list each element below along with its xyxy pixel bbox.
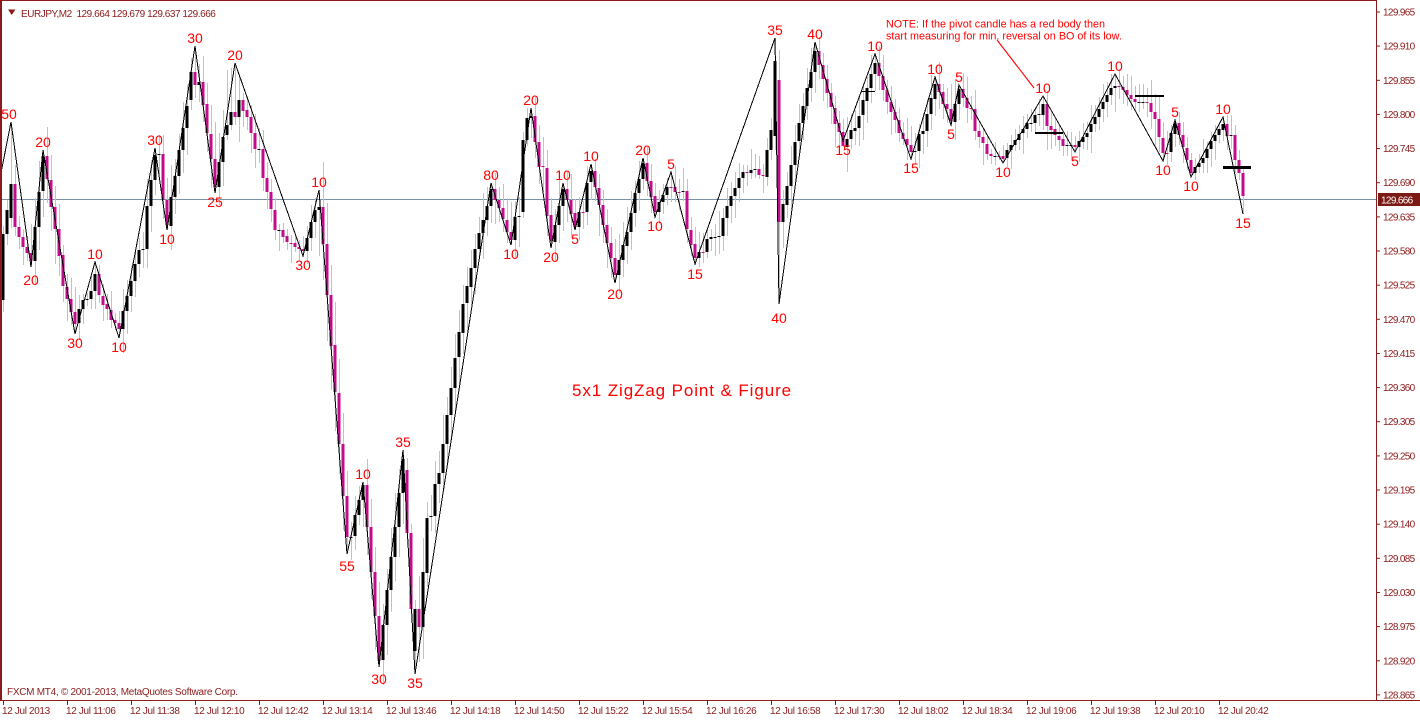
svg-text:10: 10: [927, 61, 943, 77]
svg-text:5: 5: [1171, 104, 1179, 120]
svg-text:129.525: 129.525: [1383, 281, 1416, 292]
svg-text:30: 30: [147, 132, 163, 148]
svg-text:129.195: 129.195: [1383, 486, 1416, 497]
svg-text:129.580: 129.580: [1383, 247, 1416, 258]
svg-text:35: 35: [395, 434, 411, 450]
svg-text:129.415: 129.415: [1383, 349, 1416, 360]
svg-text:10: 10: [647, 218, 663, 234]
svg-text:10: 10: [87, 246, 103, 262]
svg-text:12 Jul 11:38: 12 Jul 11:38: [130, 706, 180, 717]
svg-text:12 Jul 12:42: 12 Jul 12:42: [258, 706, 309, 717]
svg-text:5: 5: [1071, 153, 1079, 169]
svg-text:12 Jul 12:10: 12 Jul 12:10: [194, 706, 245, 717]
svg-text:12 Jul 18:02: 12 Jul 18:02: [898, 706, 949, 717]
svg-text:129.965: 129.965: [1383, 8, 1416, 19]
svg-text:12 Jul 14:18: 12 Jul 14:18: [450, 706, 501, 717]
svg-text:20: 20: [635, 142, 651, 158]
svg-text:25: 25: [207, 194, 223, 210]
svg-text:10: 10: [1107, 58, 1123, 74]
svg-text:129.910: 129.910: [1383, 42, 1416, 53]
svg-text:12 Jul 20:10: 12 Jul 20:10: [1154, 706, 1205, 717]
svg-text:129.800: 129.800: [1383, 110, 1416, 121]
svg-text:40: 40: [807, 26, 823, 42]
svg-text:30: 30: [371, 671, 387, 687]
svg-text:20: 20: [523, 92, 539, 108]
svg-text:15: 15: [1235, 215, 1251, 231]
svg-text:10: 10: [311, 174, 327, 190]
svg-text:40: 40: [771, 310, 787, 326]
svg-text:10: 10: [1183, 178, 1199, 194]
svg-text:12 Jul 19:38: 12 Jul 19:38: [1090, 706, 1141, 717]
svg-text:50: 50: [1, 106, 17, 122]
svg-text:12 Jul 15:54: 12 Jul 15:54: [642, 706, 693, 717]
svg-text:12 Jul 14:50: 12 Jul 14:50: [514, 706, 565, 717]
svg-text:129.666: 129.666: [1381, 196, 1414, 207]
svg-text:55: 55: [339, 558, 355, 574]
svg-text:20: 20: [543, 249, 559, 265]
svg-text:129.140: 129.140: [1383, 520, 1416, 531]
svg-text:12 Jul 15:22: 12 Jul 15:22: [578, 706, 629, 717]
svg-text:10: 10: [1035, 80, 1051, 96]
svg-text:35: 35: [767, 22, 783, 38]
svg-text:15: 15: [903, 160, 919, 176]
svg-text:129.470: 129.470: [1383, 315, 1416, 326]
svg-text:5: 5: [947, 126, 955, 142]
svg-text:5: 5: [955, 69, 963, 85]
svg-text:12 Jul 18:34: 12 Jul 18:34: [962, 706, 1013, 717]
svg-text:10: 10: [555, 167, 571, 183]
svg-text:5: 5: [667, 156, 675, 172]
svg-text:20: 20: [23, 272, 39, 288]
svg-text:129.360: 129.360: [1383, 383, 1416, 394]
svg-text:35: 35: [407, 675, 423, 691]
svg-text:10: 10: [995, 164, 1011, 180]
svg-text:NOTE: If the pivot candle has: NOTE: If the pivot candle has a red body…: [886, 19, 1105, 31]
svg-text:12 Jul 2013: 12 Jul 2013: [2, 706, 51, 717]
svg-text:128.975: 128.975: [1383, 622, 1416, 633]
svg-text:start measuring for min. rever: start measuring for min. reversal on BO …: [886, 31, 1122, 43]
svg-text:15: 15: [835, 142, 851, 158]
svg-text:128.865: 128.865: [1383, 690, 1416, 701]
svg-text:FXCM MT4, © 2001-2013, MetaQuo: FXCM MT4, © 2001-2013, MetaQuotes Softwa…: [7, 687, 238, 698]
svg-text:10: 10: [1215, 101, 1231, 117]
svg-text:30: 30: [67, 335, 83, 351]
svg-text:129.745: 129.745: [1383, 144, 1416, 155]
svg-text:10: 10: [503, 246, 519, 262]
svg-text:12 Jul 11:06: 12 Jul 11:06: [66, 706, 116, 717]
svg-text:12 Jul 17:30: 12 Jul 17:30: [834, 706, 885, 717]
svg-text:10: 10: [583, 148, 599, 164]
svg-text:20: 20: [227, 47, 243, 63]
svg-text:129.855: 129.855: [1383, 76, 1416, 87]
svg-text:15: 15: [687, 266, 703, 282]
svg-text:20: 20: [35, 134, 51, 150]
svg-text:12 Jul 13:14: 12 Jul 13:14: [322, 706, 373, 717]
svg-text:5x1 ZigZag Point & Figure: 5x1 ZigZag Point & Figure: [572, 381, 792, 400]
svg-text:EURJPY,M2 129.664 129.679 129: EURJPY,M2 129.664 129.679 129.637 129.66…: [21, 9, 216, 20]
svg-text:128.920: 128.920: [1383, 656, 1416, 667]
svg-text:129.690: 129.690: [1383, 178, 1416, 189]
svg-text:12 Jul 19:06: 12 Jul 19:06: [1026, 706, 1077, 717]
svg-text:20: 20: [607, 286, 623, 302]
svg-text:80: 80: [483, 167, 499, 183]
svg-text:12 Jul 16:58: 12 Jul 16:58: [770, 706, 821, 717]
svg-text:30: 30: [295, 257, 311, 273]
svg-text:12 Jul 16:26: 12 Jul 16:26: [706, 706, 757, 717]
svg-text:10: 10: [355, 466, 371, 482]
svg-text:129.085: 129.085: [1383, 554, 1416, 565]
svg-text:12 Jul 13:46: 12 Jul 13:46: [386, 706, 437, 717]
svg-text:129.250: 129.250: [1383, 451, 1416, 462]
svg-text:10: 10: [1155, 162, 1171, 178]
svg-text:30: 30: [187, 30, 203, 46]
svg-text:10: 10: [111, 339, 127, 355]
svg-text:5: 5: [571, 231, 579, 247]
svg-text:10: 10: [867, 38, 883, 54]
svg-text:129.635: 129.635: [1383, 212, 1416, 223]
svg-text:12 Jul 20:42: 12 Jul 20:42: [1218, 706, 1269, 717]
svg-text:129.030: 129.030: [1383, 588, 1416, 599]
svg-text:129.305: 129.305: [1383, 417, 1416, 428]
svg-text:10: 10: [159, 231, 175, 247]
